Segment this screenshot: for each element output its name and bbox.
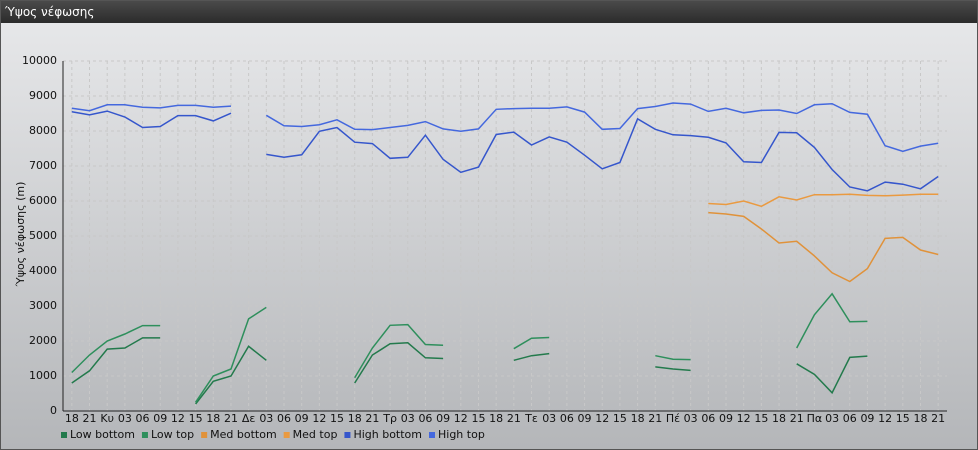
x-tick-label: 18 <box>772 412 786 425</box>
y-tick-label: 7000 <box>29 159 57 172</box>
x-tick-label: Πέ <box>666 412 680 425</box>
x-tick-label: Τρ <box>382 412 397 425</box>
x-tick-label: 12 <box>595 412 609 425</box>
x-tick-label: 18 <box>65 412 79 425</box>
x-tick-label: 18 <box>348 412 362 425</box>
x-tick-label: 12 <box>454 412 468 425</box>
window-title: Ύψος νέφωσης <box>1 1 977 23</box>
x-tick-label: 06 <box>136 412 150 425</box>
legend-label: Low bottom <box>70 428 135 441</box>
x-tick-label: 09 <box>436 412 450 425</box>
x-tick-label: 18 <box>913 412 927 425</box>
y-tick-label: 0 <box>50 404 57 417</box>
legend-swatch <box>344 432 351 438</box>
x-tick-label: 06 <box>560 412 574 425</box>
legend-swatch <box>141 432 148 438</box>
x-tick-label: 15 <box>613 412 627 425</box>
y-axis-label: Ύψος νέφωσης (m) <box>14 182 27 288</box>
x-tick-label: 18 <box>631 412 645 425</box>
x-tick-label: 21 <box>790 412 804 425</box>
x-tick-label: 06 <box>843 412 857 425</box>
x-tick-label: Δε <box>242 412 256 425</box>
y-tick-label: 4000 <box>29 264 57 277</box>
x-tick-label: 12 <box>171 412 185 425</box>
series-line <box>708 211 939 283</box>
x-tick-label: 12 <box>737 412 751 425</box>
x-tick-label: 21 <box>224 412 238 425</box>
series-line <box>71 337 868 405</box>
x-tick-label: 03 <box>825 412 839 425</box>
x-tick-label: 03 <box>542 412 556 425</box>
x-tick-label: 12 <box>878 412 892 425</box>
x-tick-label: 18 <box>206 412 220 425</box>
y-tick-label: 3000 <box>29 299 57 312</box>
x-tick-label: Τε <box>524 412 538 425</box>
x-tick-label: 15 <box>754 412 768 425</box>
x-tick-label: 06 <box>277 412 291 425</box>
x-tick-label: 06 <box>701 412 715 425</box>
x-tick-label: 03 <box>684 412 698 425</box>
series-line <box>71 110 939 192</box>
series-line <box>71 102 939 153</box>
y-tick-label: 10000 <box>22 54 57 67</box>
legend-label: High bottom <box>353 428 422 441</box>
y-tick-label: 1000 <box>29 369 57 382</box>
y-tick-label: 5000 <box>29 229 57 242</box>
x-tick-label: 03 <box>118 412 132 425</box>
x-tick-label: 21 <box>507 412 521 425</box>
x-tick-label: 21 <box>83 412 97 425</box>
legend-label: High top <box>438 428 485 441</box>
x-tick-label: 03 <box>259 412 273 425</box>
legend-swatch <box>201 432 208 438</box>
y-tick-label: 8000 <box>29 124 57 137</box>
x-tick-label: 09 <box>860 412 874 425</box>
x-tick-label: 06 <box>418 412 432 425</box>
y-tick-label: 6000 <box>29 194 57 207</box>
x-tick-label: 15 <box>189 412 203 425</box>
legend-swatch <box>61 432 67 438</box>
x-tick-label: 15 <box>896 412 910 425</box>
x-tick-label: 21 <box>931 412 945 425</box>
x-tick-label: 09 <box>295 412 309 425</box>
x-tick-label: 21 <box>648 412 662 425</box>
legend-swatch <box>429 432 435 438</box>
x-tick-label: 09 <box>153 412 167 425</box>
legend-swatch <box>283 432 290 438</box>
x-tick-label: 12 <box>312 412 326 425</box>
x-tick-label: 09 <box>578 412 592 425</box>
series-line <box>71 292 868 403</box>
y-tick-label: 9000 <box>29 89 57 102</box>
legend-label: Med top <box>293 428 338 441</box>
x-tick-label: Πα <box>807 412 823 425</box>
x-tick-label: 03 <box>401 412 415 425</box>
y-tick-label: 2000 <box>29 334 57 347</box>
x-tick-label: 18 <box>489 412 503 425</box>
x-tick-label: 09 <box>719 412 733 425</box>
legend-label: Med bottom <box>210 428 277 441</box>
x-tick-label: 15 <box>330 412 344 425</box>
series-line <box>708 193 939 208</box>
legend-label: Low top <box>151 428 194 441</box>
x-tick-label: 15 <box>471 412 485 425</box>
x-tick-label: 21 <box>365 412 379 425</box>
chart: Ύψος νέφωσης (m) 0 1000 2000 3000 4000 5000 60… <box>1 23 977 449</box>
x-tick-label: Κυ <box>100 412 114 425</box>
